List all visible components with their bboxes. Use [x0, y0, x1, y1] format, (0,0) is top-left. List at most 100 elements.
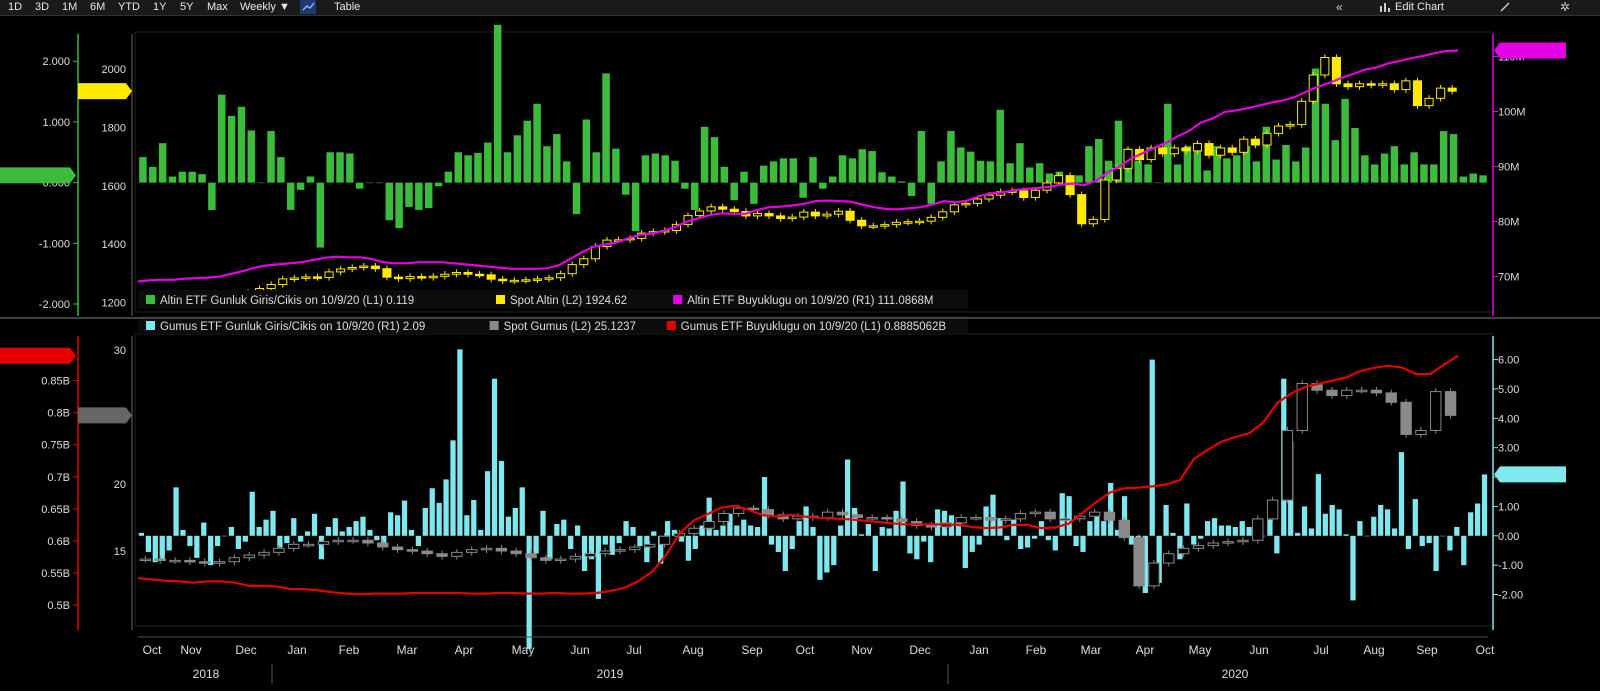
range-button-max[interactable]: Max	[207, 1, 228, 13]
candle-body	[466, 549, 478, 553]
flow-bar	[879, 526, 885, 536]
table-button[interactable]: Table	[334, 1, 361, 13]
flow-bar	[235, 535, 242, 549]
flow-bar	[1301, 147, 1310, 183]
flow-bar	[955, 521, 962, 536]
flow-bar	[326, 152, 334, 183]
flow-bar	[858, 534, 865, 536]
x-month-label: Dec	[909, 643, 930, 657]
candle-body	[729, 208, 739, 213]
flow-bar	[1073, 535, 1079, 547]
flow-bar	[188, 171, 196, 183]
flow-bar	[681, 182, 689, 189]
candle-body	[495, 547, 508, 552]
flow-bar	[405, 182, 413, 207]
flow-bar	[1378, 504, 1384, 536]
range-button-6m[interactable]: 6M	[90, 1, 106, 13]
flow-bar	[533, 535, 539, 554]
flow-bar	[346, 153, 354, 183]
flow-bar	[692, 535, 698, 549]
candle-body	[1148, 562, 1160, 587]
x-month-label: May	[512, 643, 535, 657]
candle-body	[1285, 124, 1295, 127]
flow-bar	[1149, 359, 1155, 536]
candle-body	[881, 517, 893, 520]
flow-bar	[782, 535, 788, 572]
flow-bar	[727, 513, 733, 536]
flow-bar	[1173, 164, 1182, 183]
flow-bar	[1426, 535, 1432, 544]
flow-bar	[651, 531, 657, 536]
candle-body	[643, 543, 656, 548]
candle-body	[614, 549, 626, 552]
flow-bar	[415, 535, 422, 547]
chart-type-icon[interactable]	[300, 0, 316, 14]
x-month-label: Oct	[796, 643, 815, 657]
flow-bar	[471, 499, 477, 536]
flow-bar	[1094, 516, 1100, 536]
flow-bar	[533, 103, 541, 183]
left-l1-tick: -2.000	[39, 299, 70, 311]
candle-body	[1297, 100, 1307, 126]
candle-body	[658, 535, 671, 545]
left-l2-flag-bg	[78, 83, 132, 100]
range-button-3d[interactable]: 3D	[35, 1, 50, 13]
flow-bar	[249, 491, 255, 536]
flow-bar	[365, 182, 374, 184]
flow-bar	[810, 526, 816, 536]
candle-body	[1326, 389, 1338, 397]
pencil-icon[interactable]	[1498, 0, 1514, 14]
flow-bar	[1045, 173, 1054, 183]
candle-body	[629, 546, 641, 551]
flow-bar	[817, 535, 823, 580]
range-button-5y[interactable]: 5Y	[180, 1, 194, 13]
candle-body	[1019, 190, 1029, 199]
range-button-1d[interactable]: 1D	[8, 1, 23, 13]
candle-body	[1207, 542, 1219, 547]
candle-body	[382, 268, 392, 278]
range-button-1y[interactable]: 1Y	[153, 1, 167, 13]
candle-body	[1296, 383, 1308, 431]
flow-bar	[976, 160, 985, 183]
candle-body	[1059, 518, 1071, 521]
x-month-label: Nov	[851, 643, 872, 657]
left-l1-flag-bg	[0, 347, 76, 364]
edit-chart-icon[interactable]	[1378, 0, 1394, 14]
legend-swatch	[673, 295, 683, 304]
candle-body	[688, 527, 700, 535]
flow-bar	[1322, 513, 1328, 536]
flow-bar	[1085, 146, 1093, 183]
size-line	[137, 354, 1459, 596]
period-dropdown[interactable]: Weekly ▼	[240, 1, 290, 14]
flow-bar	[316, 182, 325, 248]
candle-body	[540, 557, 552, 561]
range-button-1m[interactable]: 1M	[62, 1, 78, 13]
flow-bar	[1282, 144, 1290, 183]
flow-bar	[1006, 163, 1014, 183]
candle-body	[302, 543, 315, 547]
flow-bar	[664, 521, 671, 536]
range-button-ytd[interactable]: YTD	[118, 1, 140, 13]
candle-body	[1252, 518, 1264, 541]
right-r1-tick: 6.00	[1498, 355, 1519, 367]
edit-chart-button[interactable]: Edit Chart	[1395, 1, 1444, 13]
candle-body	[347, 267, 357, 270]
collapse-left-icon[interactable]: «	[1336, 0, 1343, 14]
flow-bar	[588, 535, 595, 560]
flow-bar	[145, 535, 152, 552]
left-l2-tick: 1800	[102, 123, 126, 135]
candle-body	[955, 517, 967, 524]
x-month-label: Oct	[143, 643, 162, 657]
flow-bar	[828, 176, 837, 183]
flow-bar	[1156, 535, 1162, 583]
flow-bar	[159, 535, 165, 561]
flow-bar	[1035, 163, 1044, 183]
flow-bar	[592, 152, 600, 183]
flow-bar	[375, 182, 384, 184]
candle-body	[972, 198, 983, 204]
flow-bar	[1114, 529, 1121, 536]
gear-icon[interactable]: ✲	[1560, 0, 1571, 14]
x-month-label: Mar	[397, 643, 418, 657]
flow-bar	[242, 535, 248, 542]
flow-bar	[152, 535, 158, 563]
